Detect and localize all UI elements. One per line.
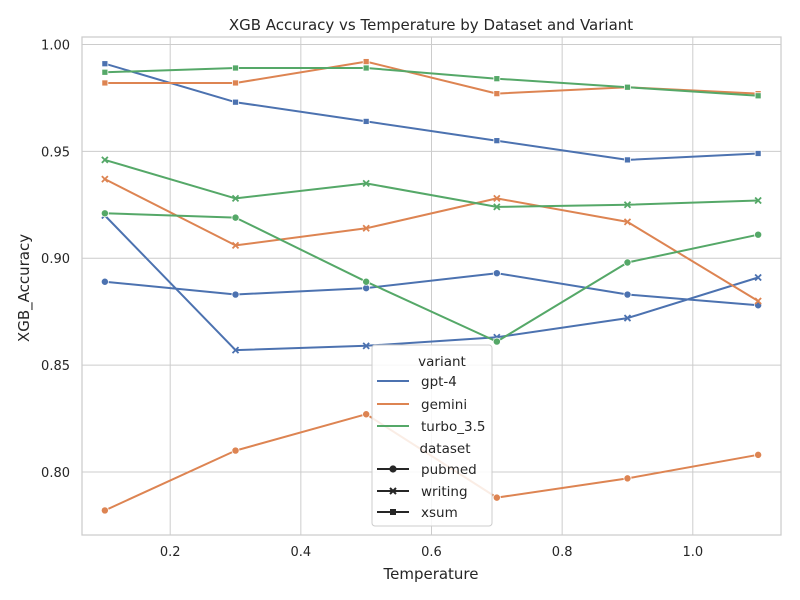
line-gemini-writing bbox=[104, 178, 759, 302]
point-gpt-4-writing bbox=[362, 342, 370, 350]
point-gemini-writing bbox=[493, 194, 501, 203]
legend-item-pubmed: pubmed bbox=[377, 462, 477, 478]
series-gpt-4-pubmed bbox=[100, 269, 763, 310]
point-gemini-pubmed bbox=[754, 450, 763, 459]
legend-marker-x bbox=[389, 487, 397, 495]
legend-item-writing: writing bbox=[377, 484, 468, 500]
point-turbo-3-5-pubmed bbox=[231, 213, 240, 222]
point-gemini-xsum bbox=[232, 79, 239, 87]
point-gemini-xsum bbox=[101, 79, 109, 87]
chart-title: XGB Accuracy vs Temperature by Dataset a… bbox=[229, 16, 633, 34]
x-tick-label: 0.6 bbox=[421, 545, 442, 560]
legend-box bbox=[371, 344, 493, 527]
point-gemini-pubmed bbox=[623, 474, 632, 483]
point-gemini-writing bbox=[362, 224, 370, 232]
point-turbo-3-5-pubmed bbox=[754, 230, 763, 239]
legend-title-variant: variant bbox=[418, 354, 466, 370]
point-turbo-3-5-xsum bbox=[754, 92, 762, 100]
legend-label-pubmed: pubmed bbox=[421, 462, 477, 478]
point-gpt-4-xsum bbox=[362, 118, 370, 125]
y-tick-label: 0.90 bbox=[41, 252, 70, 267]
point-turbo-3-5-writing bbox=[231, 194, 240, 203]
legend-item-gpt-4: gpt-4 bbox=[377, 374, 457, 390]
point-gpt-4-writing bbox=[231, 346, 240, 354]
legend-item-xsum: xsum bbox=[377, 505, 458, 521]
ticks: 0.2 0.4 0.6 0.8 1.0 0.80 0.85 0.90 0.95 1.00 bbox=[41, 38, 703, 560]
point-gemini-writing bbox=[754, 297, 762, 305]
point-gemini-pubmed bbox=[362, 410, 371, 419]
point-gpt-4-pubmed bbox=[231, 290, 240, 299]
point-gpt-4-writing bbox=[623, 314, 632, 322]
x-tick-label: 0.8 bbox=[552, 545, 573, 560]
legend-label-writing: writing bbox=[421, 484, 468, 500]
legend-item-gemini: gemini bbox=[377, 397, 467, 413]
x-tick-label: 0.2 bbox=[160, 545, 181, 560]
line-turbo-3-5-writing bbox=[104, 158, 759, 208]
point-turbo-3-5-pubmed bbox=[100, 209, 109, 218]
legend-label-gemini: gemini bbox=[421, 397, 467, 413]
point-gemini-pubmed bbox=[231, 446, 240, 455]
point-gpt-4-xsum bbox=[101, 60, 109, 68]
point-turbo-3-5-xsum bbox=[624, 83, 631, 91]
series-turbo-3-5-writing bbox=[101, 156, 762, 211]
point-gemini-writing bbox=[231, 241, 240, 250]
legend-title-dataset: dataset bbox=[419, 441, 470, 457]
point-gpt-4-writing bbox=[754, 273, 762, 282]
line-turbo-3-5-pubmed bbox=[104, 212, 759, 343]
point-turbo-3-5-pubmed bbox=[492, 337, 501, 346]
legend: variant gpt-4 gemini turbo_3.5 dataset p… bbox=[371, 344, 493, 527]
point-turbo-3-5-xsum bbox=[232, 64, 239, 72]
line-gpt-4-pubmed bbox=[104, 272, 759, 307]
point-turbo-3-5-writing bbox=[754, 196, 762, 205]
legend-label-gpt-4: gpt-4 bbox=[421, 374, 457, 390]
point-gemini-xsum bbox=[362, 58, 370, 65]
line-turbo-3-5-xsum bbox=[104, 67, 759, 97]
y-tick-label: 1.00 bbox=[41, 38, 70, 53]
series-gemini-writing bbox=[101, 175, 762, 305]
legend-label-turbo-3-5: turbo_3.5 bbox=[421, 419, 485, 435]
y-tick-label: 0.95 bbox=[41, 145, 70, 160]
y-tick-label: 0.85 bbox=[41, 359, 70, 374]
point-turbo-3-5-pubmed bbox=[362, 277, 371, 286]
point-turbo-3-5-writing bbox=[101, 156, 109, 164]
point-turbo-3-5-writing bbox=[623, 201, 632, 209]
point-gemini-writing bbox=[623, 218, 632, 226]
series-turbo-3-5-xsum bbox=[101, 64, 762, 100]
point-gpt-4-xsum bbox=[754, 150, 762, 157]
legend-label-xsum: xsum bbox=[421, 505, 458, 521]
legend-marker-circle bbox=[389, 465, 397, 473]
series-gpt-4-xsum bbox=[101, 60, 762, 164]
point-gpt-4-pubmed bbox=[623, 290, 632, 299]
plot-frame bbox=[81, 36, 782, 536]
point-gpt-4-xsum bbox=[624, 156, 631, 164]
point-gemini-pubmed bbox=[100, 506, 109, 515]
point-turbo-3-5-xsum bbox=[362, 64, 370, 72]
line-gpt-4-xsum bbox=[104, 62, 759, 161]
point-gemini-writing bbox=[101, 175, 109, 183]
y-axis-label: XGB_Accuracy bbox=[15, 234, 34, 342]
y-tick-label: 0.80 bbox=[41, 466, 70, 481]
x-axis-label: Temperature bbox=[382, 565, 478, 583]
point-turbo-3-5-xsum bbox=[493, 75, 501, 83]
legend-marker-square bbox=[390, 509, 396, 515]
point-gpt-4-pubmed bbox=[492, 269, 501, 278]
point-gpt-4-pubmed bbox=[100, 277, 109, 286]
point-turbo-3-5-pubmed bbox=[623, 258, 632, 267]
point-gemini-pubmed bbox=[492, 493, 501, 502]
legend-item-turbo-3-5: turbo_3.5 bbox=[377, 419, 485, 435]
point-gpt-4-xsum bbox=[493, 137, 501, 145]
series-turbo-3-5-pubmed bbox=[100, 209, 763, 346]
point-gpt-4-xsum bbox=[232, 98, 239, 106]
x-tick-label: 1.0 bbox=[682, 545, 703, 560]
point-gemini-xsum bbox=[493, 90, 501, 98]
point-turbo-3-5-xsum bbox=[101, 68, 109, 76]
x-tick-label: 0.4 bbox=[291, 545, 312, 560]
point-turbo-3-5-writing bbox=[493, 203, 501, 211]
line-gpt-4-writing bbox=[104, 214, 759, 352]
point-turbo-3-5-writing bbox=[362, 179, 370, 188]
